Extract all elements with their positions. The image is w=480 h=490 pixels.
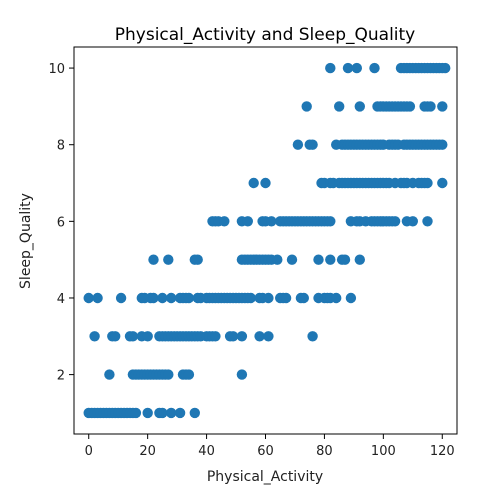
data-point <box>127 331 139 342</box>
data-point <box>242 216 253 227</box>
data-point <box>280 292 292 304</box>
data-point <box>157 292 168 304</box>
data-point <box>142 407 153 419</box>
data-point <box>263 292 274 304</box>
data-point <box>334 101 345 112</box>
data-point <box>325 62 336 74</box>
y-tick-label: 6 <box>57 215 65 230</box>
data-point <box>130 407 142 419</box>
x-axis-ticks: 0 20 40 60 80 100 120 <box>85 434 455 459</box>
data-point <box>351 62 362 74</box>
x-tick-label: 60 <box>257 444 274 459</box>
data-point <box>325 254 336 265</box>
data-point <box>157 407 168 419</box>
y-tick-label: 2 <box>57 369 65 384</box>
data-point <box>89 331 100 342</box>
data-point <box>263 331 274 342</box>
data-point <box>183 369 195 380</box>
data-point <box>437 177 448 189</box>
x-tick-label: 20 <box>139 444 156 459</box>
x-tick-label: 100 <box>371 444 396 459</box>
x-tick-label: 0 <box>85 444 93 459</box>
data-point <box>174 407 186 419</box>
data-point <box>142 331 153 342</box>
data-point <box>163 254 174 265</box>
data-point <box>313 254 324 265</box>
data-point <box>219 216 230 227</box>
data-point <box>110 331 121 342</box>
y-tick-label: 10 <box>48 62 65 77</box>
data-point <box>260 177 271 189</box>
data-point <box>354 254 365 265</box>
data-point <box>104 369 115 380</box>
y-axis-label: Sleep_Quality <box>18 193 34 289</box>
data-point <box>298 292 309 304</box>
data-point <box>254 331 265 342</box>
data-point <box>227 331 239 342</box>
data-point <box>286 254 298 265</box>
data-point <box>437 101 448 112</box>
data-point <box>301 101 312 112</box>
data-point <box>189 407 200 419</box>
data-point <box>345 292 357 304</box>
data-point <box>245 292 256 304</box>
data-point <box>404 101 416 112</box>
x-axis-label: Physical_Activity <box>207 469 323 485</box>
data-point <box>292 139 304 150</box>
data-point <box>354 101 365 112</box>
data-point <box>307 331 318 342</box>
data-point <box>192 254 203 265</box>
y-axis-ticks: 2 4 6 8 10 <box>48 62 74 384</box>
data-point <box>389 216 401 227</box>
data-point <box>437 139 448 150</box>
data-point <box>148 292 159 304</box>
data-point <box>183 292 195 304</box>
data-point <box>236 369 248 380</box>
data-points <box>83 62 451 419</box>
chart-title: Physical_Activity and Sleep_Quality <box>115 25 416 45</box>
data-point <box>440 62 451 74</box>
data-point <box>115 292 127 304</box>
data-point <box>339 254 351 265</box>
data-point <box>163 369 174 380</box>
data-point <box>425 101 436 112</box>
y-tick-label: 8 <box>57 139 65 154</box>
y-tick-label: 4 <box>57 292 65 307</box>
data-point <box>210 331 221 342</box>
data-point <box>369 62 380 74</box>
data-point <box>166 292 177 304</box>
data-point <box>407 216 418 227</box>
data-point <box>148 254 159 265</box>
data-point <box>331 292 342 304</box>
data-point <box>272 254 283 265</box>
data-point <box>236 331 248 342</box>
data-point <box>342 62 354 74</box>
data-point <box>83 292 94 304</box>
data-point <box>266 216 277 227</box>
data-point <box>248 177 259 189</box>
data-point <box>307 139 318 150</box>
data-point <box>325 216 336 227</box>
data-point <box>92 292 103 304</box>
data-point <box>422 216 433 227</box>
x-tick-label: 80 <box>316 444 333 459</box>
data-point <box>422 177 433 189</box>
data-point <box>166 407 177 419</box>
x-tick-label: 120 <box>430 444 455 459</box>
x-tick-label: 40 <box>198 444 215 459</box>
